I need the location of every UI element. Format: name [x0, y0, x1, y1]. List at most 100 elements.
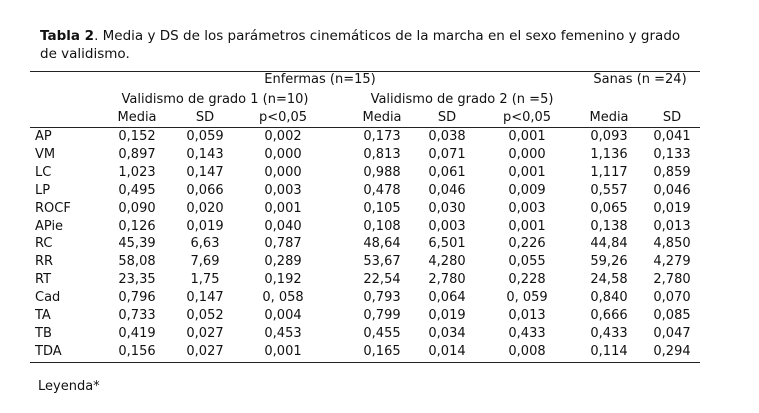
cell: 0,047: [653, 325, 691, 341]
cell: 0,013: [508, 308, 546, 323]
row-label: VM: [35, 146, 56, 162]
cell: 0,133: [653, 146, 691, 162]
cell: 0,165: [363, 343, 401, 359]
cell: 0,813: [363, 146, 401, 162]
caption: Tabla 2. Media y DS de los parámetros ci…: [40, 27, 700, 63]
cell: 1,117: [590, 164, 628, 180]
rule: [30, 362, 700, 363]
row-label: TDA: [35, 343, 62, 359]
cell: 2,780: [428, 272, 466, 288]
cell: 0,147: [186, 164, 224, 180]
cell: 0,034: [428, 325, 466, 341]
rule: [30, 127, 700, 128]
column-header: p<0,05: [502, 110, 552, 125]
row-label: RC: [35, 236, 53, 252]
cell: 0,019: [428, 308, 466, 323]
cell: 0,557: [590, 182, 628, 198]
cell: 0,192: [264, 272, 302, 288]
row-label: TA: [35, 308, 51, 323]
cell: 0,071: [428, 146, 466, 162]
cell: 0,027: [186, 343, 224, 359]
row-label: ROCF: [35, 200, 71, 216]
cell: 0,156: [118, 343, 156, 359]
cell: 0,090: [118, 200, 156, 216]
cell: 0,001: [508, 164, 546, 180]
cell: 0,988: [363, 164, 401, 180]
cell: 0,147: [186, 290, 224, 306]
row-label: TB: [35, 325, 52, 341]
cell: 0,059: [186, 129, 224, 144]
cell: 0,040: [264, 218, 302, 234]
column-header: Media: [117, 110, 157, 125]
cell: 45,39: [118, 236, 156, 252]
cell: 0,003: [508, 200, 546, 216]
cell: 0,004: [264, 308, 302, 323]
cell: 0,666: [590, 308, 628, 323]
cell: 0,065: [590, 200, 628, 216]
cell: 0,003: [428, 218, 466, 234]
cell: 0,143: [186, 146, 224, 162]
cell: 1,75: [190, 272, 220, 288]
cell: 0,019: [186, 218, 224, 234]
cell: 0,126: [118, 218, 156, 234]
row-label: LC: [35, 164, 52, 180]
row-label: APie: [35, 218, 64, 234]
cell: 0,840: [590, 290, 628, 306]
cell: 0,001: [264, 343, 302, 359]
rule: [30, 71, 700, 72]
column-header: SD: [662, 110, 682, 125]
cell: 0,014: [428, 343, 466, 359]
cell: 0,070: [653, 290, 691, 306]
cell: 0,061: [428, 164, 466, 180]
cell: 0,228: [508, 272, 546, 288]
cell: 0,038: [428, 129, 466, 144]
cell: 1,136: [590, 146, 628, 162]
cell: 0,000: [264, 146, 302, 162]
cell: 0,294: [653, 343, 691, 359]
cell: 0,799: [363, 308, 401, 323]
cell: 0,000: [508, 146, 546, 162]
cell: 4,280: [428, 254, 466, 270]
group-header: Sanas (n =24): [593, 72, 687, 87]
cell: 22,54: [363, 272, 401, 288]
cell: 1,023: [118, 164, 156, 180]
cell: 0,001: [508, 129, 546, 144]
caption-label: Tabla 2: [40, 28, 95, 44]
cell: 0,041: [653, 129, 691, 144]
cell: 0,114: [590, 343, 628, 359]
cell: 0, 058: [262, 290, 304, 306]
cell: 2,780: [653, 272, 691, 288]
cell: 0,226: [508, 236, 546, 252]
column-header: Media: [589, 110, 629, 125]
cell: 0,455: [363, 325, 401, 341]
cell: 0,003: [264, 182, 302, 198]
cell: 0,064: [428, 290, 466, 306]
column-header: SD: [437, 110, 457, 125]
cell: 0,002: [264, 129, 302, 144]
cell: 4,279: [653, 254, 691, 270]
cell: 59,26: [590, 254, 628, 270]
cell: 44,84: [590, 236, 628, 252]
cell: 0,066: [186, 182, 224, 198]
cell: 48,64: [363, 236, 401, 252]
cell: 0,108: [363, 218, 401, 234]
cell: 6,501: [428, 236, 466, 252]
cell: 24,58: [590, 272, 628, 288]
column-header: Media: [362, 110, 402, 125]
row-label: RT: [35, 272, 52, 288]
cell: 7,69: [190, 254, 220, 270]
cell: 0,027: [186, 325, 224, 341]
cell: 23,35: [118, 272, 156, 288]
cell: 0,020: [186, 200, 224, 216]
cell: 0,453: [264, 325, 302, 341]
group-header: Enfermas (n=15): [264, 72, 376, 87]
cell: 0,433: [590, 325, 628, 341]
cell: 0,030: [428, 200, 466, 216]
cell: 0,173: [363, 129, 401, 144]
cell: 0,019: [653, 200, 691, 216]
cell: 0,787: [264, 236, 302, 252]
cell: 0,289: [264, 254, 302, 270]
cell: 58,08: [118, 254, 156, 270]
cell: 0,046: [653, 182, 691, 198]
column-header: p<0,05: [258, 110, 308, 125]
